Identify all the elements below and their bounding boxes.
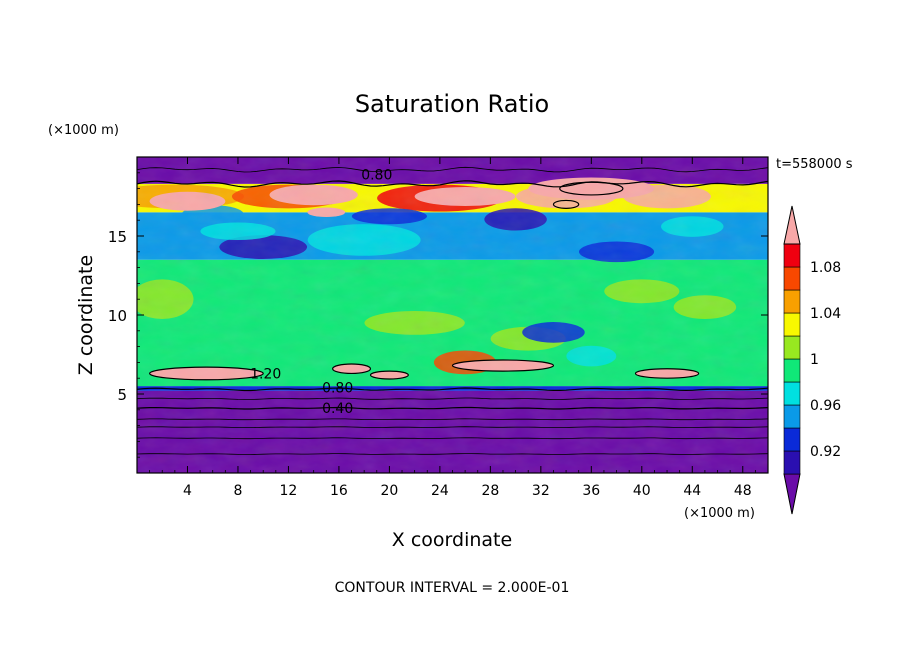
colorbar-label: 0.92 [810,444,841,460]
contour-line-low [137,397,768,400]
x-tick-label: 16 [330,483,348,499]
y-tick-label: 15 [108,228,127,246]
y-tick-label: 5 [117,386,127,404]
contour-line-0.80 [137,387,768,392]
x-tick-label: 48 [734,483,752,499]
x-tick-label: 4 [183,483,192,499]
colorbar-swatch [783,358,801,383]
contour-line-1.20 [451,359,555,372]
colorbar-swatch [783,450,801,475]
x-axis-label: X coordinate [392,529,512,551]
x-axis-unit: (×1000 m) [684,506,755,521]
x-tick-label: 44 [683,483,701,499]
y-axis-unit: (×1000 m) [48,123,119,138]
colorbar-label: 1 [810,352,819,368]
y-tick-label: 10 [108,307,127,325]
colorbar-upper-extension [783,205,801,245]
contour-lines [137,166,768,455]
time-label: t=558000 s [776,157,853,172]
y-axis-label: Z coordinate [75,255,97,375]
heatmap-field [137,157,768,473]
colorbar-swatch [783,243,801,268]
colorbar-label: 1.08 [810,260,841,276]
x-tick-label: 32 [532,483,550,499]
x-tick-label: 20 [380,483,398,499]
contour-label: 0.40 [322,401,353,417]
x-tick-label: 40 [633,483,651,499]
contour-interval-note: CONTOUR INTERVAL = 2.000E-01 [335,580,570,596]
x-tick-label: 8 [233,483,242,499]
contour-line-low [137,418,768,421]
contour-line-1.20 [332,363,372,375]
contour-line-top [137,166,768,173]
contour-label: 0.80 [361,167,392,183]
colorbar-label: 1.04 [810,306,841,322]
colorbar-label: 0.96 [810,398,841,414]
x-axis: 4 8 12 16 20 24 28 32 36 40 44 48 [149,157,756,499]
colorbar-swatch [783,381,801,406]
contour-line-low [137,437,768,440]
colorbar-swatch [783,312,801,337]
colorbar-swatch [783,404,801,429]
colorbar-swatch [783,266,801,291]
colorbar: 0.92 0.96 1 1.04 1.08 [783,205,841,515]
y-axis: 5 10 15 [108,172,768,458]
contour-line-1.20 [369,370,409,380]
contour-labels: 0.80 1.20 0.80 0.40 [250,167,392,417]
contour-line-1.20 [552,199,580,209]
x-tick-label: 28 [481,483,499,499]
colorbar-swatch [783,289,801,314]
x-tick-label: 36 [582,483,600,499]
contour-line-0.80-top [137,180,768,188]
contour-line-low [137,453,768,455]
contour-line-1.20 [559,181,624,196]
x-tick-label: 12 [280,483,298,499]
colorbar-lower-extension [783,473,801,515]
field-texture [137,157,768,473]
contour-line-1.20 [634,368,700,379]
colorbar-swatch [783,427,801,452]
contour-label: 0.80 [322,381,353,397]
contour-line-1.20 [149,366,264,381]
colorbar-swatch [783,335,801,360]
x-tick-label: 24 [431,483,449,499]
chart-title: Saturation Ratio [355,90,549,118]
contour-line-0.40 [137,406,768,410]
contour-line-low [137,426,768,428]
contour-label: 1.20 [250,366,281,382]
